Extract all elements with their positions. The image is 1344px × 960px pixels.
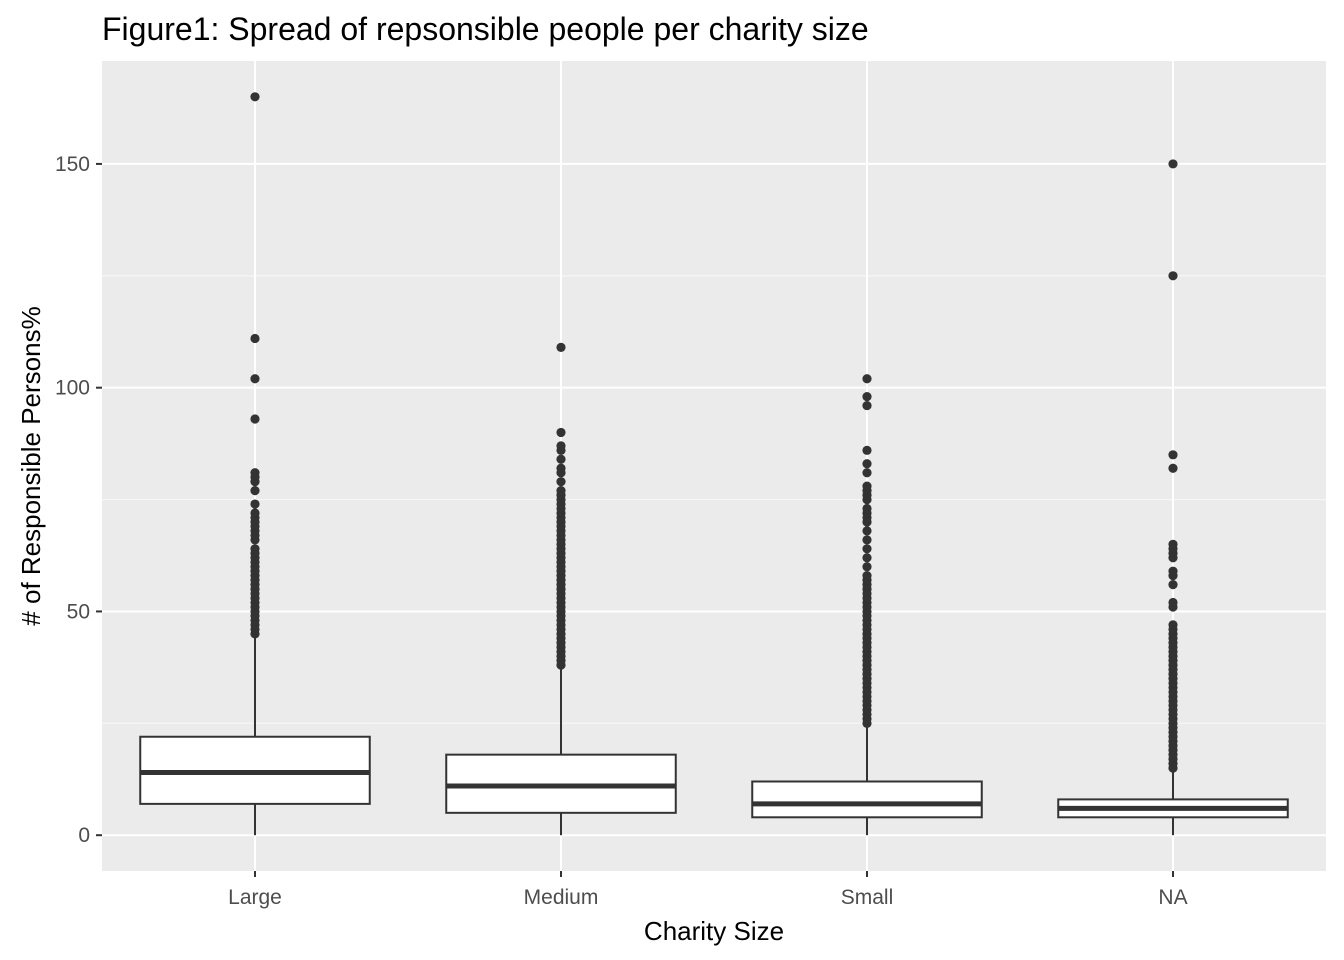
outlier-point <box>250 374 260 384</box>
outlier-point <box>1168 271 1178 281</box>
minor-gridlines <box>102 275 1326 724</box>
outlier-point <box>556 463 566 473</box>
outlier-point <box>250 414 260 424</box>
outlier-point <box>1168 620 1178 630</box>
x-axis-title: Charity Size <box>644 916 784 946</box>
outlier-point <box>862 445 872 455</box>
outlier-point <box>862 374 872 384</box>
outlier-point <box>556 486 566 496</box>
outlier-point <box>250 92 260 102</box>
outlier-point <box>250 333 260 344</box>
outlier-point <box>1168 539 1178 549</box>
x-tick-label: NA <box>1158 886 1187 909</box>
outlier-point <box>250 468 260 478</box>
outlier-point <box>862 459 872 469</box>
outlier-point <box>250 499 260 509</box>
outlier-point <box>1168 450 1178 460</box>
outlier-point <box>556 441 566 451</box>
outlier-point <box>556 454 566 464</box>
outlier-point <box>1168 579 1178 590</box>
outlier-point <box>556 477 566 487</box>
outlier-point <box>862 535 872 545</box>
iqr-box <box>751 780 983 819</box>
outlier-point <box>556 342 566 353</box>
y-axis: 0 50 100 150 <box>55 153 102 847</box>
x-axis: Large Medium Small NA <box>228 871 1188 909</box>
outlier-point <box>862 562 872 572</box>
outlier-point <box>862 526 872 536</box>
outlier-point <box>862 571 872 581</box>
outlier-point <box>862 544 872 554</box>
x-tick-label: Medium <box>524 886 599 909</box>
boxes-layer <box>139 92 1289 836</box>
box-medium <box>445 342 677 836</box>
chart-title: Figure1: Spread of repsonsible people pe… <box>102 11 869 47</box>
box-large <box>139 92 371 836</box>
outlier-point <box>862 392 872 402</box>
outlier-point <box>862 400 872 411</box>
outlier-point <box>862 553 872 563</box>
outlier-point <box>556 427 566 438</box>
box-small <box>751 374 983 836</box>
y-axis-title: # of Responsible Persons% <box>16 306 46 625</box>
outlier-point <box>250 486 260 496</box>
y-tick-label: 0 <box>78 824 90 847</box>
y-tick-label: 150 <box>55 153 90 176</box>
box-na <box>1057 159 1289 836</box>
outlier-point <box>862 503 872 514</box>
outlier-point <box>250 544 260 554</box>
outlier-point <box>250 508 260 518</box>
outlier-point <box>1168 566 1178 576</box>
outlier-point <box>862 481 872 491</box>
y-tick-label: 50 <box>67 600 90 623</box>
outlier-point <box>862 468 872 478</box>
outlier-point <box>1168 159 1178 169</box>
y-tick-label: 100 <box>55 377 90 400</box>
x-tick-label: Small <box>841 886 894 909</box>
outlier-point <box>1168 463 1178 473</box>
outlier-point <box>1168 597 1178 608</box>
x-tick-label: Large <box>228 886 282 909</box>
